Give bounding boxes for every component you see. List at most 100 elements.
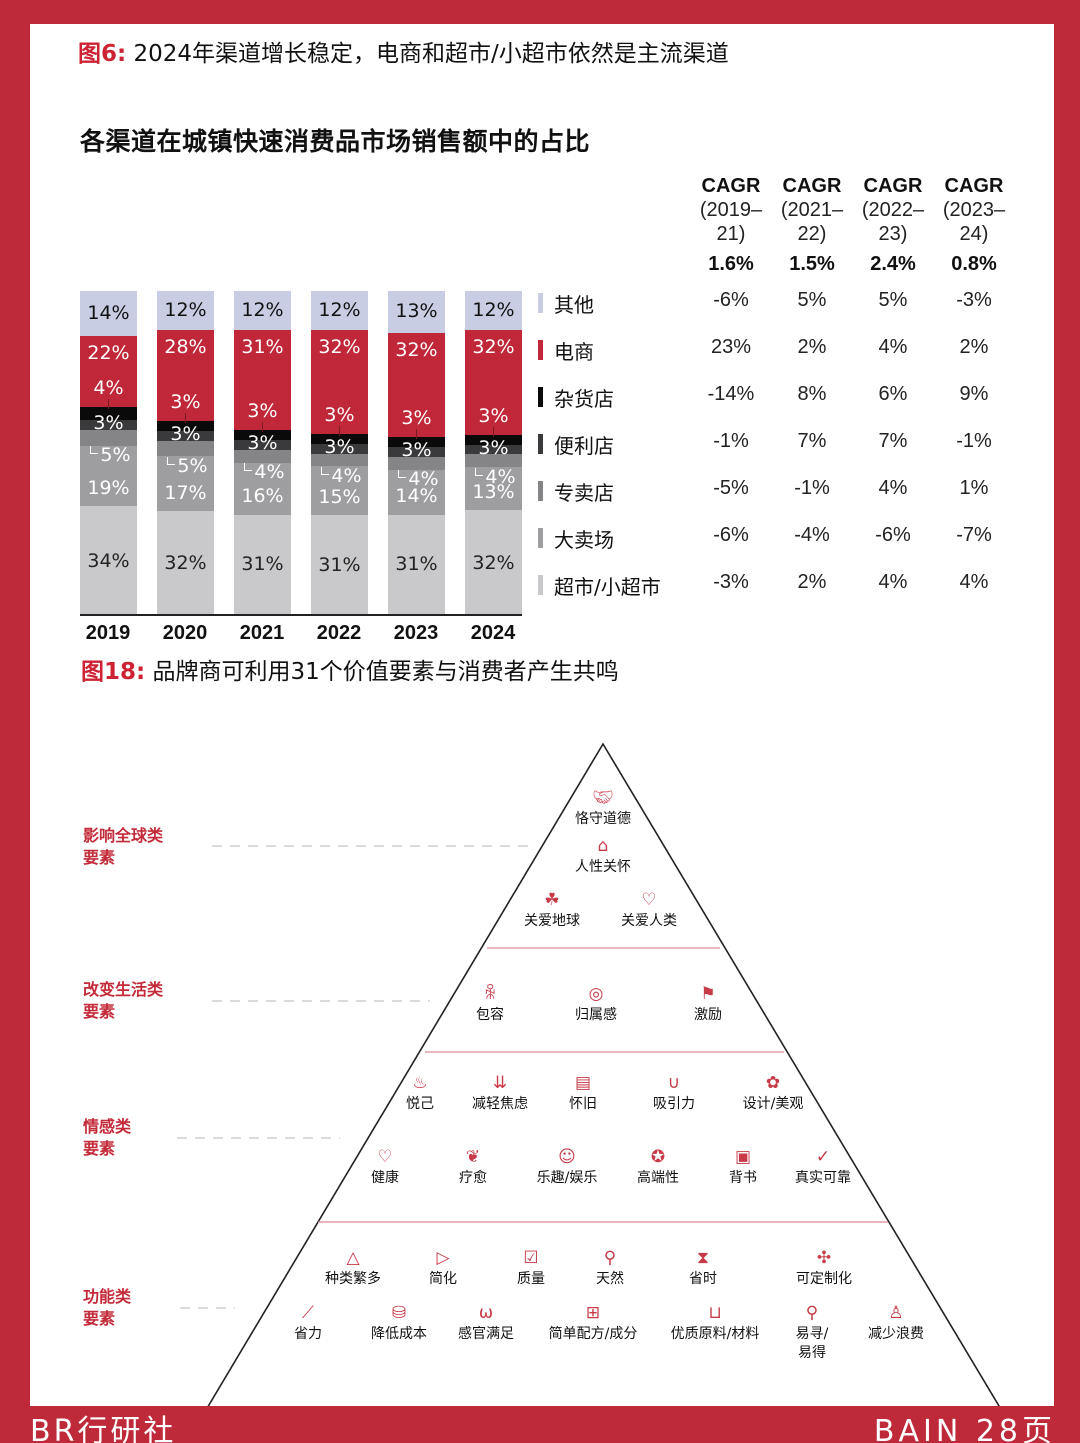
value-element: ▣ 背书 — [678, 1145, 808, 1188]
cagr-cell: -6% — [713, 524, 749, 546]
bar-segment-grocery — [388, 437, 445, 447]
bar-segment-convenience — [388, 447, 445, 457]
people-group-icon: ꆜ — [483, 984, 497, 1004]
cagr-header-2: CAGR (2021– 22) — [767, 174, 857, 246]
cagr-cell: -7% — [956, 524, 992, 546]
bar-value-label-other: 12% — [164, 298, 207, 321]
legend-row: 其他 -6% 5% 5% -3% — [538, 289, 1038, 319]
value-element-label: 省力 — [294, 1326, 322, 1342]
leader-corner — [244, 463, 252, 471]
cagr-cell: 2% — [797, 571, 827, 593]
bar-segment-super — [80, 506, 137, 615]
legend-swatch — [538, 481, 543, 501]
value-element: ⧗ 省时 — [638, 1246, 768, 1289]
cagr-header-period: 23) — [878, 223, 908, 245]
bar-value-label-convenience: 3% — [478, 437, 509, 459]
bar-segment-grocery — [80, 406, 137, 420]
value-element: ☑ 质量 — [466, 1246, 596, 1289]
legend-label: 杂货店 — [554, 387, 614, 411]
cagr-cell: 5% — [878, 289, 908, 311]
legend-swatch — [538, 293, 543, 313]
value-element: ✪ 高端性 — [593, 1145, 723, 1188]
bar-value-label-convenience: 3% — [401, 439, 432, 461]
bar-value-label-hyper: 13% — [472, 481, 515, 503]
cagr-cell: -14% — [707, 383, 755, 405]
figure6-title-text: 2024年渠道增长稳定，电商和超市/小超市依然是主流渠道 — [126, 41, 729, 67]
tier-label-functional: 功能类 要素 — [83, 1286, 131, 1330]
value-element: ⌂ 人性关怀 — [538, 834, 668, 877]
cagr-cell: 8% — [797, 383, 827, 405]
cagr-cell: 6% — [878, 383, 908, 405]
tier-label-line: 要素 — [83, 848, 116, 867]
bar-value-label-super: 32% — [472, 551, 515, 574]
bar-segment-ecom — [311, 329, 368, 434]
value-element-label: 乐趣/娱乐 — [536, 1170, 598, 1186]
bar-value-label-specialty: 4% — [408, 468, 439, 490]
bar-segment-ecom — [157, 329, 214, 421]
value-element-label: 天然 — [596, 1271, 624, 1287]
basket-icon: ⊔ — [708, 1303, 722, 1323]
leader-line — [493, 427, 494, 437]
leader-corner — [475, 468, 483, 476]
bar-value-label-convenience: 3% — [93, 412, 124, 434]
figure6-title: 图6: 2024年渠道增长稳定，电商和超市/小超市依然是主流渠道 — [78, 34, 729, 68]
check-badge-icon: ☑ — [523, 1248, 539, 1268]
bar-value-label-ecom: 32% — [472, 336, 515, 358]
bar-value-label-grocery: 4% — [93, 377, 124, 399]
cagr-header-period: 21) — [716, 223, 746, 245]
hourglass-icon: ⧗ — [697, 1248, 709, 1268]
cagr-cell: -3% — [956, 289, 992, 311]
smile-bubbles-icon: ☺ — [558, 1147, 576, 1167]
bar-value-label-other: 12% — [318, 298, 361, 321]
sack-icon: ♙ — [888, 1303, 904, 1323]
bar-2019: 14% 22% 4% 3% 5% 19% 34% — [80, 291, 137, 615]
bar-segment-hyper — [157, 456, 214, 512]
value-element: ♡ 关爱人类 — [584, 888, 714, 931]
handshake-icon: 🤝︎ — [592, 788, 614, 808]
value-element-label: 人性关怀 — [575, 859, 631, 875]
plant-hanger-icon: ⚲ — [603, 1248, 617, 1268]
chart-title: 各渠道在城镇快速消费品市场销售额中的占比 — [80, 127, 591, 156]
tier-label-life-changing: 改变生活类 要素 — [83, 979, 163, 1023]
bar-value-label-ecom: 28% — [164, 336, 207, 358]
bar-value-label-super: 34% — [87, 549, 130, 572]
bar-segment-ecom — [465, 329, 522, 435]
cagr-cell: -1% — [956, 430, 992, 452]
legend-label: 其他 — [554, 293, 594, 317]
figure18-tag: 图18: — [81, 659, 146, 685]
cagr-cell: -1% — [794, 477, 830, 499]
cagr-cell: -5% — [713, 477, 749, 499]
coins-icon: ⛁ — [391, 1303, 407, 1323]
tier-label-line: 情感类 — [83, 1117, 132, 1136]
value-element: ⊔ 优质原料/材料 — [650, 1301, 780, 1344]
value-element: ✓ 真实可靠 — [758, 1145, 888, 1188]
leader-corner — [167, 457, 175, 465]
bar-value-label-specialty: 4% — [331, 465, 362, 487]
cupcake-icon: ♨ — [412, 1073, 428, 1093]
bar-value-label-other: 13% — [395, 300, 438, 322]
value-element: ⟋ 省力 — [243, 1301, 373, 1344]
tier-label-line: 要素 — [83, 1309, 116, 1328]
bar-segment-super — [157, 511, 214, 615]
leader-corner — [398, 470, 406, 478]
bar-value-label-other: 12% — [241, 298, 284, 321]
cagr-cell: 4% — [878, 571, 908, 593]
bar-value-label-grocery: 3% — [324, 404, 355, 426]
value-element: ω 感官满足 — [421, 1301, 551, 1344]
cagr-cell: 9% — [959, 383, 989, 405]
value-element-label: 关爱人类 — [621, 913, 677, 929]
legend-swatch — [538, 340, 543, 360]
bar-value-label-hyper: 16% — [241, 485, 284, 507]
bar-value-label-specialty: 4% — [254, 461, 285, 483]
value-element: ▤ 怀旧 — [518, 1071, 648, 1114]
legend-row: 大卖场 -6% -4% -6% -7% — [538, 524, 1038, 554]
bar-value-label-hyper: 17% — [164, 482, 207, 504]
legend-label: 专卖店 — [554, 481, 614, 505]
x-tick-2024: 2024 — [470, 622, 516, 644]
bar-segment-hyper — [465, 467, 522, 511]
legend-row: 专卖店 -5% -1% 4% 1% — [538, 477, 1038, 507]
bar-segment-grocery — [465, 434, 522, 445]
legend-swatch — [538, 528, 543, 548]
cagr-header-period: (2023– — [942, 199, 1006, 221]
cagr-total-3: 2.4% — [870, 253, 916, 275]
